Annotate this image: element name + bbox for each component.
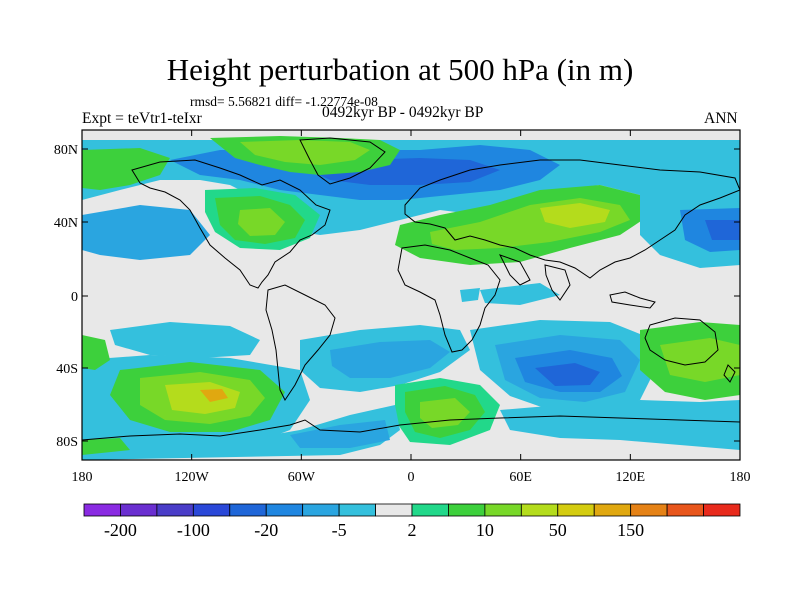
season-label: ANN <box>704 110 738 127</box>
map-axes: 180 120W 60W 0 60E 120E 180 80N 40N 0 40S 80S <box>54 130 751 485</box>
lon-tick-label: 0 <box>408 470 415 485</box>
contour-region <box>82 438 130 455</box>
lat-tick-label: 80S <box>56 435 78 450</box>
period-label: 0492kyr BP - 0492kyr BP <box>322 104 484 121</box>
stats-line: rmsd= 5.56821 diff= -1.22774e-08 <box>190 94 378 109</box>
contour-region <box>200 389 228 402</box>
lat-tick-label: 80N <box>54 143 78 158</box>
lat-tick-label: 40N <box>54 216 78 231</box>
lat-tick-label: 40S <box>56 362 78 377</box>
contour-region <box>82 205 210 260</box>
contour-region <box>330 340 450 378</box>
chart-title: Height perturbation at 500 hPa (in m) <box>166 52 634 87</box>
lon-tick-label: 180 <box>730 470 751 485</box>
contour-region <box>238 208 285 236</box>
lon-tick-label: 60E <box>509 470 532 485</box>
contour-region <box>240 140 370 165</box>
contour-region <box>705 220 740 240</box>
coastlines <box>82 137 740 441</box>
contour-region <box>540 203 610 228</box>
lon-tick-label: 120W <box>175 470 210 485</box>
lon-tick-label: 180 <box>72 470 93 485</box>
contour-region <box>660 338 740 382</box>
contour-region <box>110 322 260 358</box>
lat-tick-label: 0 <box>71 290 78 305</box>
contour-region <box>500 400 740 450</box>
experiment-label: Expt = teVtr1-teIxr <box>82 110 202 127</box>
contour-region <box>460 288 480 302</box>
contour-region <box>82 148 170 190</box>
lon-tick-label: 60W <box>288 470 316 485</box>
contour-region <box>535 363 600 386</box>
contour-region <box>290 420 390 448</box>
lon-tick-label: 120E <box>616 470 646 485</box>
contour-region <box>480 283 560 305</box>
contour-region <box>420 398 470 428</box>
contour-region <box>82 335 110 370</box>
